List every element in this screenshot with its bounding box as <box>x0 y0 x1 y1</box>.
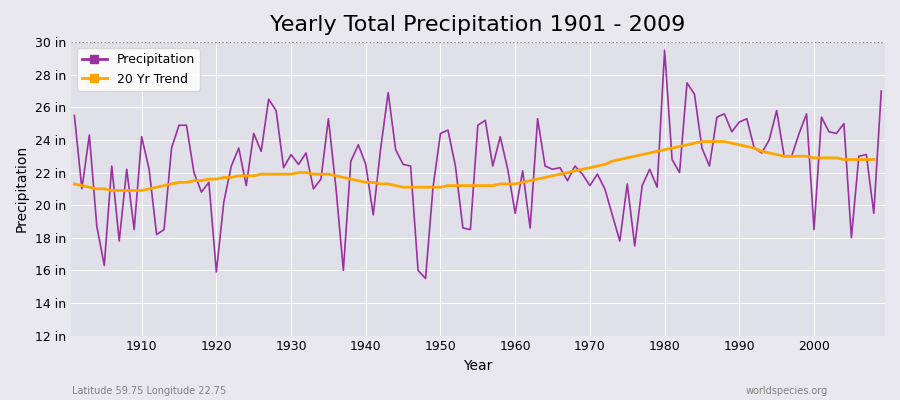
Text: Latitude 59.75 Longitude 22.75: Latitude 59.75 Longitude 22.75 <box>72 386 226 396</box>
Legend: Precipitation, 20 Yr Trend: Precipitation, 20 Yr Trend <box>76 48 200 91</box>
Title: Yearly Total Precipitation 1901 - 2009: Yearly Total Precipitation 1901 - 2009 <box>270 15 686 35</box>
Text: worldspecies.org: worldspecies.org <box>746 386 828 396</box>
Y-axis label: Precipitation: Precipitation <box>15 145 29 232</box>
X-axis label: Year: Year <box>464 359 492 373</box>
